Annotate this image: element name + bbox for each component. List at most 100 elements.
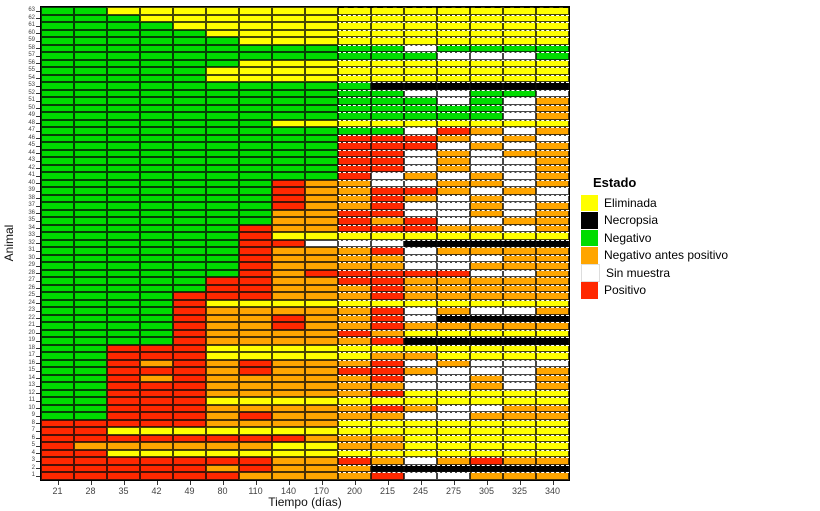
y-tick-label: 26 (28, 284, 35, 291)
heatmap-cell (239, 404, 272, 412)
heatmap-cell (206, 262, 239, 270)
heatmap-cell (338, 449, 371, 457)
heatmap-cell (272, 254, 305, 262)
heatmap-cell (41, 112, 74, 120)
heatmap-cell (41, 374, 74, 382)
heatmap-cell (437, 7, 470, 15)
heatmap-cell (404, 127, 437, 135)
heatmap-cell (470, 82, 503, 90)
y-tick-label: 61 (28, 22, 35, 28)
heatmap-cell (503, 89, 536, 97)
heatmap-cell (74, 442, 107, 450)
heatmap-cell (173, 352, 206, 360)
heatmap-cell (536, 52, 569, 60)
heatmap-cell (536, 254, 569, 262)
heatmap-cell (74, 127, 107, 135)
heatmap-cell (272, 352, 305, 360)
heatmap-cell (74, 119, 107, 127)
heatmap-cell (371, 82, 404, 90)
heatmap-cell (404, 209, 437, 217)
heatmap-cell (272, 262, 305, 270)
heatmap-cell (41, 52, 74, 60)
heatmap-cell (41, 37, 74, 45)
heatmap-cell (107, 149, 140, 157)
heatmap-cell (437, 52, 470, 60)
heatmap-cell (503, 29, 536, 37)
x-tick-label: 28 (85, 486, 96, 496)
heatmap-cell (173, 239, 206, 247)
heatmap-cell (305, 179, 338, 187)
heatmap-cell (239, 344, 272, 352)
heatmap-cell (305, 67, 338, 75)
y-tick-label: 6 (31, 434, 35, 441)
heatmap-cell (173, 67, 206, 75)
y-tick-label: 17 (28, 352, 35, 358)
heatmap-cell (437, 82, 470, 90)
heatmap-cell (305, 314, 338, 322)
heatmap-cell (272, 292, 305, 300)
heatmap-cell (206, 247, 239, 255)
heatmap-cell (536, 344, 569, 352)
heatmap-cell (107, 224, 140, 232)
heatmap-cell (536, 269, 569, 277)
heatmap-cell (338, 142, 371, 150)
heatmap-cell (470, 194, 503, 202)
heatmap-cell (371, 232, 404, 240)
heatmap-cell (404, 389, 437, 397)
y-tick-label: 59 (28, 37, 35, 43)
heatmap-cell (239, 472, 272, 480)
heatmap-cell (239, 284, 272, 292)
heatmap-cell (272, 127, 305, 135)
heatmap-cell (437, 134, 470, 142)
heatmap-cell (404, 89, 437, 97)
heatmap-cell (107, 22, 140, 30)
heatmap-cell (371, 389, 404, 397)
heatmap-cell (470, 232, 503, 240)
heatmap-cell (437, 112, 470, 120)
heatmap-cell (470, 277, 503, 285)
heatmap-cell (107, 67, 140, 75)
legend-item-label: Eliminada (604, 195, 657, 210)
y-tick (36, 145, 40, 147)
heatmap-cell (239, 194, 272, 202)
heatmap-cell (41, 442, 74, 450)
x-tick-label: 200 (346, 486, 363, 496)
heatmap-cell (173, 202, 206, 210)
heatmap-cell (404, 352, 437, 360)
heatmap-cell (140, 322, 173, 330)
heatmap-cell (173, 404, 206, 412)
heatmap-cell (338, 209, 371, 217)
heatmap-cell (272, 464, 305, 472)
heatmap-cell (74, 22, 107, 30)
heatmap-cell (536, 104, 569, 112)
y-tick-label: 31 (28, 247, 35, 253)
heatmap-cell (173, 22, 206, 30)
heatmap-cell (503, 374, 536, 382)
heatmap-cell (206, 337, 239, 345)
heatmap-cell (371, 299, 404, 307)
heatmap-cell (107, 337, 140, 345)
heatmap-cell (338, 119, 371, 127)
heatmap-cell (437, 97, 470, 105)
heatmap-cell (503, 464, 536, 472)
heatmap-cell (239, 427, 272, 435)
y-tick-label: 34 (28, 224, 35, 231)
heatmap-cell (140, 194, 173, 202)
heatmap-cell (536, 172, 569, 180)
heatmap-cell (305, 389, 338, 397)
heatmap-cell (239, 337, 272, 345)
heatmap-cell (41, 457, 74, 465)
heatmap-cell (272, 344, 305, 352)
heatmap-cell (470, 412, 503, 420)
heatmap-cell (272, 224, 305, 232)
heatmap-cell (41, 119, 74, 127)
heatmap-cell (173, 292, 206, 300)
heatmap-cell (107, 232, 140, 240)
heatmap-cell (206, 52, 239, 60)
y-tick (36, 48, 40, 50)
heatmap-cell (404, 82, 437, 90)
heatmap-cell (437, 59, 470, 67)
heatmap-cell (41, 29, 74, 37)
heatmap-cell (305, 37, 338, 45)
heatmap-cell (437, 314, 470, 322)
